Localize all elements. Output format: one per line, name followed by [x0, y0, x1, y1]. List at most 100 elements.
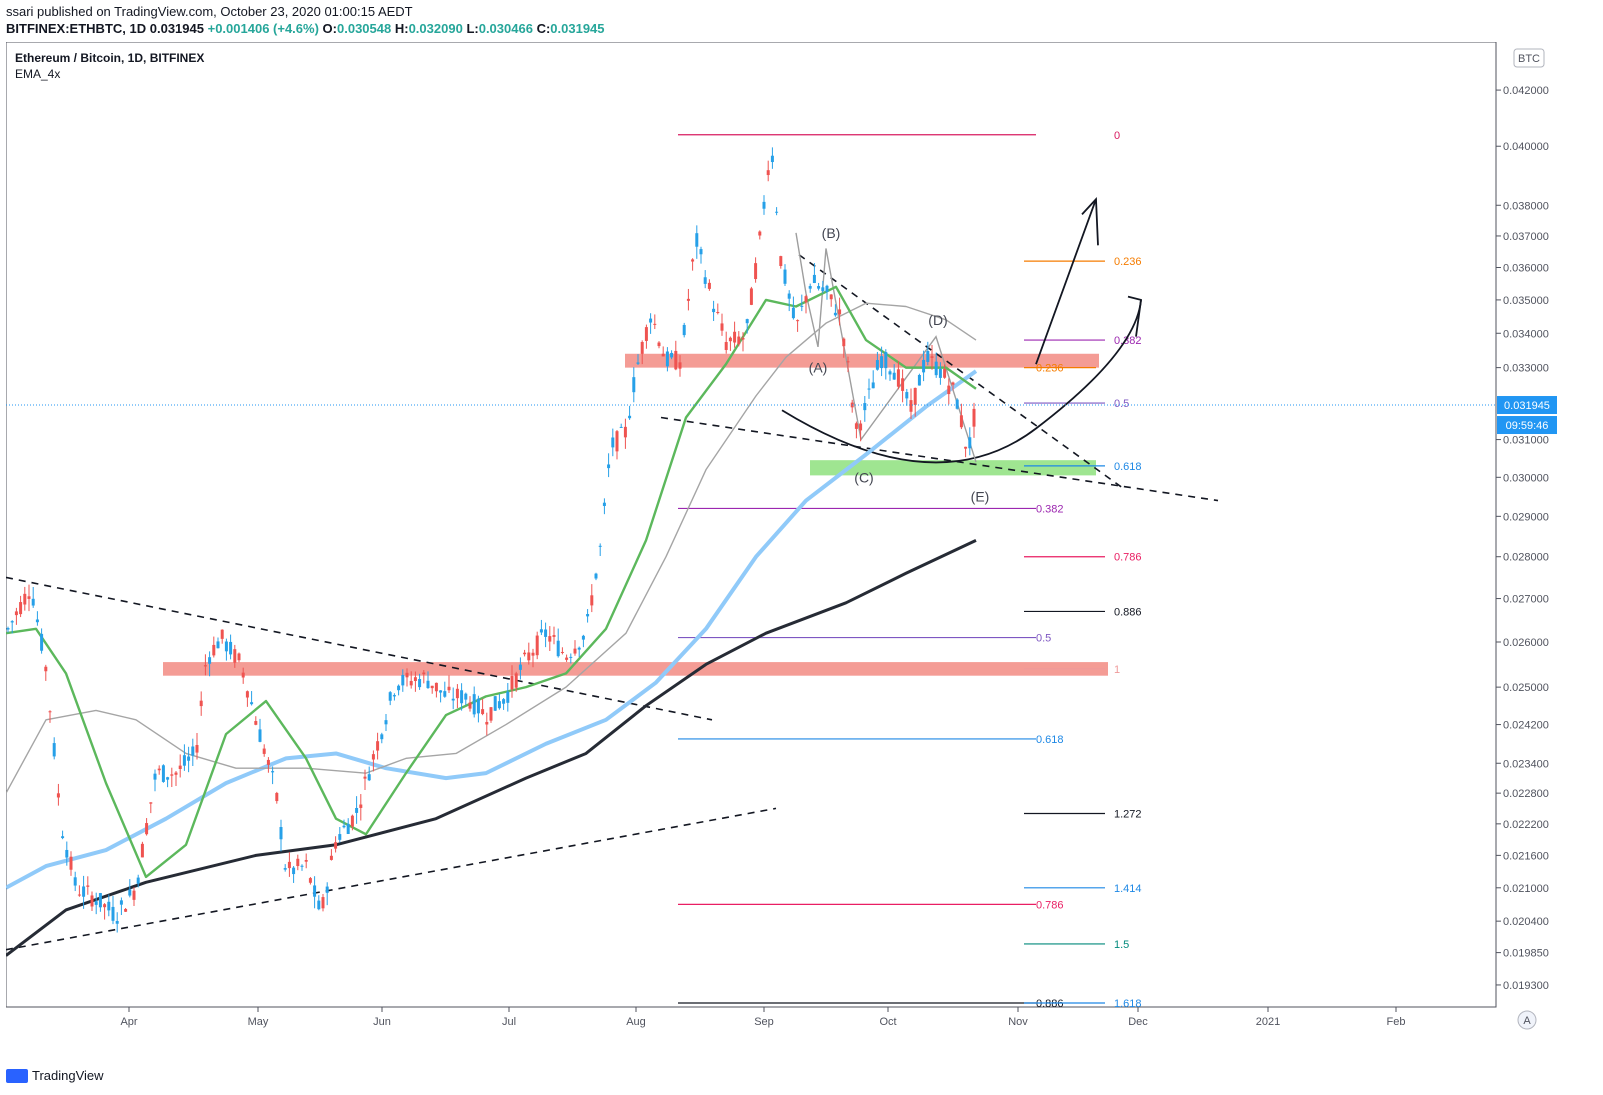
resistance-zone-lower — [163, 662, 1108, 676]
wave-label: (A) — [809, 360, 828, 376]
candle-body — [892, 372, 896, 380]
candle-body — [392, 695, 396, 697]
close-label: C: — [536, 21, 551, 36]
candle-body — [699, 249, 703, 255]
candle-body — [149, 802, 153, 804]
candle-body — [132, 890, 136, 900]
candle-body — [539, 629, 543, 633]
candle-body — [766, 170, 770, 176]
candle-body — [640, 341, 644, 354]
price-tick-label: 0.031000 — [1503, 435, 1549, 447]
candle-body — [552, 635, 556, 637]
candle-body — [367, 774, 371, 781]
candle-body — [472, 694, 476, 715]
candle-body — [544, 629, 548, 637]
candle-body — [691, 259, 695, 262]
price-tick-label: 0.019850 — [1503, 948, 1549, 960]
trendline-upper-left — [5, 576, 713, 721]
currency-badge[interactable]: BTC — [1513, 48, 1545, 68]
price-tick-label: 0.024200 — [1503, 720, 1549, 732]
candle-body — [905, 392, 909, 399]
wave-label: (E) — [971, 489, 990, 505]
candle-body — [951, 382, 955, 385]
wave-label: (D) — [928, 312, 947, 328]
candle-body — [464, 693, 468, 700]
fib-label: 0.786 — [1036, 899, 1064, 911]
price-value: 0.031945 — [149, 21, 204, 36]
ema-fast-line — [5, 285, 977, 879]
candle-body — [136, 877, 140, 884]
candle-body — [48, 711, 52, 713]
ema-mid-line — [5, 302, 977, 794]
candle-body — [107, 901, 111, 911]
countdown-tag: 09:59:46 — [1506, 420, 1549, 432]
candle-body — [292, 867, 296, 875]
candle-body — [6, 628, 10, 630]
candle-body — [329, 855, 333, 860]
candle-body — [266, 759, 270, 765]
candle-body — [880, 356, 884, 369]
candle-body — [632, 377, 636, 393]
candle-body — [577, 647, 581, 650]
candle-body — [779, 256, 783, 266]
price-tick-label: 0.022200 — [1503, 819, 1549, 831]
candle-body — [934, 361, 938, 376]
candle-body — [250, 702, 254, 705]
candle-body — [817, 286, 821, 289]
candle-body — [187, 756, 191, 761]
legend-indicator[interactable]: EMA_4x — [15, 67, 60, 81]
candle-body — [254, 721, 258, 725]
candle-body — [497, 701, 501, 709]
price-tick-label: 0.027000 — [1503, 594, 1549, 606]
price-tick-label: 0.023400 — [1503, 758, 1549, 770]
candle-body — [565, 657, 569, 660]
scale-mode-label: A — [1523, 1015, 1531, 1027]
candle-body — [943, 368, 947, 378]
price-tick-label: 0.038000 — [1503, 200, 1549, 212]
wave-labels: (A) (B) (C) (D) (E) — [809, 225, 990, 505]
low-label: L: — [466, 21, 479, 36]
candle-body — [355, 807, 359, 813]
candle-body — [964, 446, 968, 449]
candle-body — [888, 371, 892, 375]
candle-body — [800, 305, 804, 307]
high-label: H: — [394, 21, 409, 36]
price-chart-svg[interactable]: 0.044000 0.042000 0.040000 0.038000 0.037000… — [5, 32, 1596, 1062]
scale-mode-button[interactable]: A — [1517, 1010, 1537, 1030]
fib-label: 0.618 — [1114, 461, 1142, 473]
candle-body — [737, 336, 741, 345]
candle-body — [875, 360, 879, 370]
footer-brand[interactable]: TradingView — [6, 1068, 104, 1083]
trendline-upper-triangle — [798, 254, 1125, 490]
candle-body — [754, 263, 758, 280]
candle-body — [170, 774, 174, 776]
time-tick-label: Feb — [1387, 1016, 1406, 1028]
candle-body — [917, 374, 921, 386]
wave-label: (B) — [822, 225, 841, 241]
candle-body — [94, 901, 98, 905]
candle-body — [61, 836, 65, 839]
price-axis[interactable]: 0.044000 0.042000 0.040000 0.038000 0.037000… — [1496, 32, 1549, 992]
candle-body — [422, 672, 426, 675]
candle-body — [607, 464, 611, 469]
time-axis[interactable]: Apr May Jun Jul Aug Sep Oct Nov Dec 2021 Feb — [120, 1007, 1405, 1028]
candle-body — [388, 692, 392, 701]
candle-body — [901, 378, 905, 391]
candle-body — [140, 843, 144, 858]
price-tick-label: 0.021600 — [1503, 850, 1549, 862]
time-tick-label: Dec — [1128, 1016, 1148, 1028]
price-tick-label: 0.021000 — [1503, 883, 1549, 895]
time-tick-label: Aug — [626, 1016, 646, 1028]
candle-body — [455, 688, 459, 699]
candle-body — [749, 288, 753, 305]
candle-body — [413, 677, 417, 682]
candle-body — [241, 672, 245, 678]
plot-border — [5, 41, 1497, 1008]
candle-body — [229, 641, 233, 655]
candle-body — [502, 699, 506, 704]
candle-body — [82, 886, 86, 897]
fib-label: 1.618 — [1114, 998, 1142, 1010]
candle-body — [342, 825, 346, 828]
chart-area[interactable]: 0.044000 0.042000 0.040000 0.038000 0.037000… — [5, 32, 1596, 1062]
candle-body — [527, 652, 531, 661]
